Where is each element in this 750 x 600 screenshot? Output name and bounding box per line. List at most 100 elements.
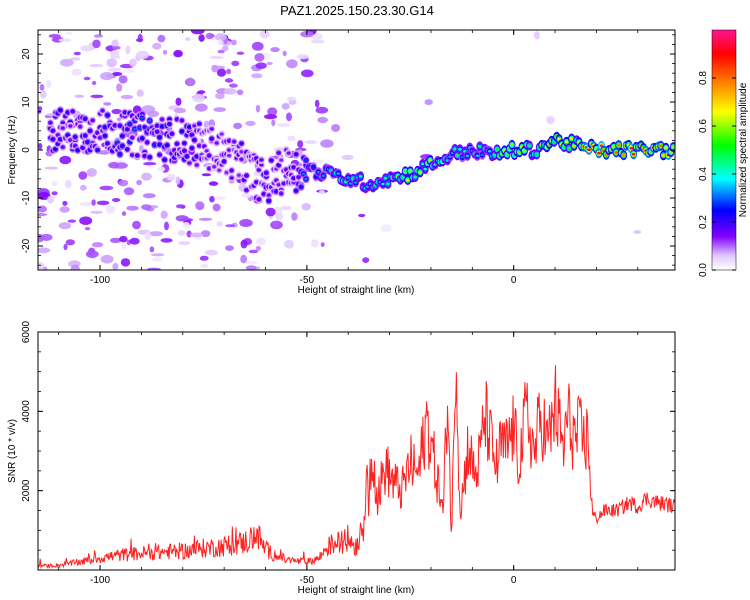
heat-cell — [182, 149, 187, 153]
heat-cell — [661, 154, 666, 157]
heat-cell — [315, 106, 329, 114]
heat-cell — [70, 110, 75, 113]
heat-cell — [202, 145, 207, 148]
heat-cell — [190, 232, 204, 238]
heat-cell — [182, 141, 187, 145]
heat-cell — [51, 129, 55, 132]
heat-cell — [231, 39, 237, 46]
heat-cell — [187, 77, 193, 86]
heat-cell — [157, 34, 166, 43]
heat-cell — [597, 151, 601, 155]
heat-cell — [167, 122, 172, 126]
heat-cell — [91, 81, 97, 85]
heat-cell — [229, 83, 238, 88]
heat-cell — [271, 119, 276, 127]
heat-cell — [510, 143, 514, 147]
heat-cell — [192, 124, 197, 128]
heat-cell — [346, 176, 351, 179]
heat-cell — [73, 51, 81, 56]
heat-cell — [142, 154, 147, 158]
heat-cell — [286, 96, 296, 102]
x-tick-label: -100 — [90, 275, 110, 286]
heat-cell — [291, 212, 298, 221]
heat-cell — [465, 154, 470, 158]
heat-cell — [93, 34, 104, 38]
heat-cell — [214, 33, 227, 41]
heat-cell — [304, 177, 308, 181]
figure-title: PAZ1.2025.150.23.30.G14 — [280, 3, 434, 18]
heat-cell — [63, 243, 68, 251]
heat-cell — [121, 241, 127, 250]
heat-cell — [113, 124, 117, 127]
heat-cell — [175, 176, 181, 185]
heat-cell — [118, 75, 128, 84]
heat-cell — [216, 68, 227, 77]
heat-cell — [299, 185, 303, 189]
heat-cell — [207, 154, 211, 157]
heat-cell — [111, 108, 122, 115]
heat-cell — [413, 175, 418, 179]
heat-cell — [262, 192, 266, 196]
heat-cell — [251, 41, 264, 51]
heat-cell — [140, 116, 144, 120]
heat-cell — [224, 78, 234, 83]
heat-cell — [217, 49, 225, 54]
heat-cell — [195, 201, 205, 211]
heat-cell — [239, 219, 253, 227]
heat-cell — [517, 150, 522, 154]
heat-cell — [562, 145, 566, 149]
heat-cell — [191, 30, 205, 35]
heat-cell — [257, 198, 261, 201]
heat-cell — [505, 153, 509, 156]
heat-cell — [47, 195, 54, 204]
snr-y-ticks: 2000 4000 6000 — [21, 320, 675, 571]
heat-cell — [336, 172, 341, 175]
heat-cell — [48, 34, 61, 38]
heat-cell — [58, 222, 72, 230]
heat-cell — [251, 73, 263, 79]
heat-cell — [65, 31, 73, 35]
heat-cell — [79, 216, 93, 225]
heat-cell — [227, 139, 231, 143]
heat-cell — [276, 183, 281, 186]
heat-cell — [200, 230, 211, 238]
heat-cell — [100, 254, 114, 264]
heat-cell — [232, 140, 236, 143]
heat-cell — [180, 119, 184, 122]
heat-cell — [90, 94, 104, 99]
heat-cell — [140, 137, 144, 140]
heat-cell — [65, 179, 72, 189]
heat-cell — [296, 175, 301, 179]
heat-cell — [275, 212, 284, 221]
heat-cell — [301, 203, 311, 211]
heat-cell — [108, 162, 120, 169]
heat-cell — [67, 219, 77, 223]
heat-cell — [198, 217, 213, 221]
spectrogram-heatmap — [38, 30, 675, 270]
heat-cell — [51, 181, 58, 187]
heat-cell — [143, 162, 157, 166]
heat-cell — [629, 147, 633, 150]
heat-cell — [209, 195, 215, 203]
heat-cell — [331, 124, 341, 132]
heat-cell — [58, 38, 72, 42]
heat-cell — [210, 55, 224, 60]
heat-cell — [478, 145, 482, 148]
heat-cell — [145, 141, 149, 144]
heat-cell — [616, 143, 621, 147]
heat-cell — [229, 169, 234, 172]
heat-cell — [99, 185, 114, 191]
heat-cell — [664, 146, 668, 149]
y-tick-label: -20 — [21, 238, 32, 253]
heat-cell — [239, 142, 244, 145]
heat-cell — [105, 113, 110, 117]
heat-cell — [175, 97, 182, 106]
heat-cell — [294, 153, 298, 156]
heat-cell — [157, 136, 162, 139]
heat-cell — [157, 153, 162, 157]
heat-cell — [155, 130, 159, 133]
heat-cell — [138, 126, 142, 130]
heat-cell — [79, 202, 93, 207]
snr-y-axis-label: SNR (10 * v/v) — [7, 419, 18, 483]
